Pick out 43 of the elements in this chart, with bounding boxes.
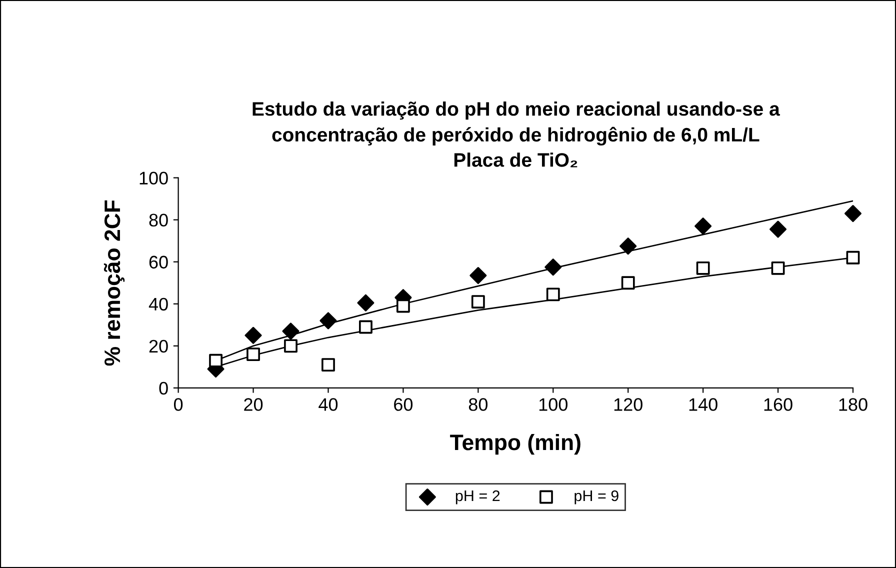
x-tick-label: 160: [764, 398, 792, 411]
chart-title: Estudo da variação do pH do meio reacional usando-se a concentração de peróxido de hidrogênio de 6,0 mL/L Placa de TiO₂: [252, 102, 780, 168]
point: [694, 218, 712, 235]
y-tick-label: 20: [149, 340, 168, 353]
x-tick-label: 40: [318, 398, 338, 411]
point: [396, 299, 410, 313]
point: [471, 295, 485, 308]
point: [621, 276, 635, 290]
point: [320, 312, 337, 330]
y-tick-label: 100: [140, 172, 168, 185]
point: [284, 339, 298, 353]
y-axis-title: % remoção 2CF: [104, 200, 125, 366]
point: [771, 261, 785, 275]
x-tick-label: 100: [539, 398, 568, 411]
point: [544, 258, 562, 276]
x-tick-label: 140: [689, 398, 718, 411]
point: [770, 220, 787, 238]
x-tick-label: 120: [614, 398, 642, 411]
x-tick-label: 180: [839, 398, 868, 411]
y-tick-label: 80: [149, 214, 168, 227]
point: [470, 266, 487, 284]
point: [322, 358, 335, 372]
legend-label: pH = 9: [574, 490, 618, 504]
x-axis-title: Tempo (min): [450, 434, 580, 455]
y-tick-label: 40: [148, 298, 168, 311]
y-tick-label: 60: [149, 256, 168, 269]
point: [546, 288, 560, 302]
point: [209, 354, 222, 368]
point: [282, 322, 300, 340]
point: [246, 348, 260, 362]
point: [620, 238, 637, 255]
point: [357, 294, 374, 312]
legend-label: pH = 2: [456, 490, 500, 504]
point: [244, 326, 262, 344]
point: [844, 205, 862, 222]
point: [696, 261, 710, 275]
x-tick-label: 60: [394, 398, 413, 411]
x-tick-label: 0: [174, 398, 183, 411]
y-tick-label: 0: [159, 382, 168, 395]
x-tick-label: 20: [244, 398, 263, 411]
point: [359, 320, 372, 334]
point: [846, 250, 860, 264]
x-tick-label: 80: [468, 398, 488, 411]
